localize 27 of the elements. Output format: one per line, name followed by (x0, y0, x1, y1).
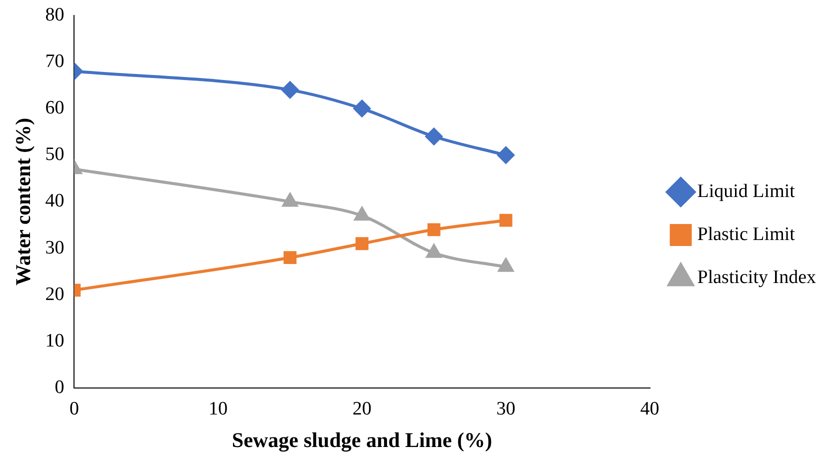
y-tick-label: 20 (45, 284, 64, 305)
point (425, 128, 442, 145)
point (497, 146, 514, 164)
y-tick-label: 70 (45, 50, 64, 72)
x-axis-title: Sewage sludge and Lime (%) (232, 428, 492, 452)
y-tick-label: 10 (45, 330, 64, 352)
y-tick-label: 60 (45, 98, 64, 119)
y-tick-label: 40 (45, 190, 64, 212)
point (356, 237, 368, 250)
x-tick-label: 20 (352, 398, 372, 420)
y-tick-label: 30 (45, 237, 64, 258)
legend-label: Plastic Limit (697, 224, 796, 245)
point (353, 100, 370, 118)
legend-label: Liquid Limit (697, 180, 796, 202)
x-tick-label: 0 (69, 398, 79, 420)
x-tick-label: 10 (208, 398, 228, 420)
y-tick-label: 80 (45, 4, 64, 26)
point (499, 214, 512, 227)
y-axis-title: Water content (%) (11, 118, 36, 286)
y-tick-label: 0 (54, 376, 64, 398)
legend-label: Plasticity Index (697, 266, 816, 288)
point (427, 223, 440, 236)
x-tick-label: 40 (640, 398, 660, 420)
point (284, 251, 296, 264)
y-tick-label: 50 (45, 144, 64, 166)
x-tick-label: 30 (496, 398, 516, 420)
point (282, 81, 299, 98)
